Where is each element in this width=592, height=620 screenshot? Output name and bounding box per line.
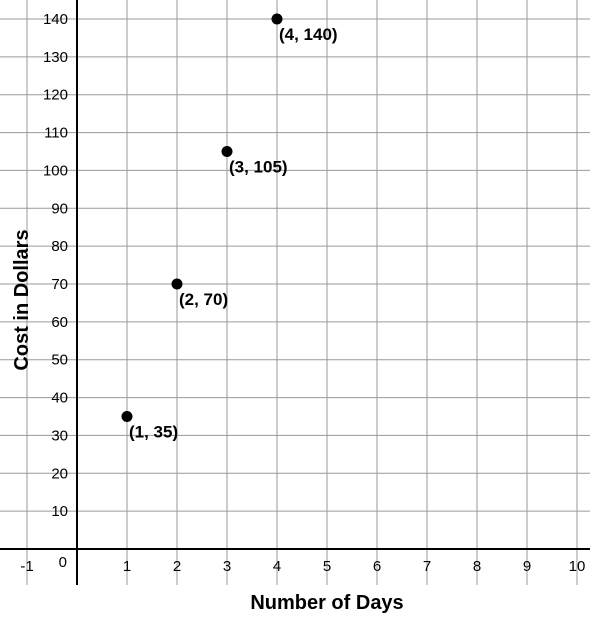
x-axis-title: Number of Days: [250, 592, 403, 614]
data-point: [221, 146, 233, 157]
x-tick-label: 10: [569, 558, 586, 575]
y-tick-label: 130: [43, 49, 68, 66]
y-tick-label: 140: [43, 11, 68, 28]
y-tick-labels: 10 20 30 40 50 60 70 80 90 100 110 120 130 140: [43, 11, 68, 520]
data-point-label: (1, 35): [129, 423, 178, 442]
y-axis-title: Cost in Dollars: [11, 229, 33, 370]
y-tick-label: 50: [51, 352, 68, 369]
y-tick-label: 90: [51, 200, 68, 217]
axes: [0, 0, 590, 585]
data-point-label: (3, 105): [229, 158, 288, 177]
y-tick-label: 100: [43, 162, 68, 179]
data-point-label: (2, 70): [179, 290, 228, 309]
grid: [0, 0, 590, 585]
x-tick-label: 0: [59, 554, 67, 571]
data-point: [271, 13, 283, 25]
y-tick-label: 20: [51, 465, 68, 482]
data-points: (1, 35) (2, 70) (3, 105) (4, 140): [121, 13, 338, 442]
x-tick-label: 7: [423, 558, 431, 575]
x-tick-label: 4: [273, 558, 281, 575]
x-tick-label: 6: [373, 558, 381, 575]
x-tick-labels: -1 0 1 2 3 4 5 6 7 8 9 10: [20, 554, 585, 575]
x-tick-label: 2: [173, 558, 181, 575]
x-tick-label: 8: [473, 558, 481, 575]
x-tick-label: 5: [323, 558, 331, 575]
y-tick-label: 10: [51, 503, 68, 520]
x-tick-label: 1: [123, 558, 131, 575]
y-tick-label: 30: [51, 427, 68, 444]
data-point-label: (4, 140): [279, 25, 338, 44]
y-tick-label: 60: [51, 314, 68, 331]
y-tick-label: 110: [44, 125, 68, 142]
y-tick-label: 80: [51, 238, 68, 255]
y-tick-label: 120: [43, 87, 68, 104]
x-tick-label: 9: [523, 558, 531, 575]
data-point: [121, 411, 133, 422]
data-point: [171, 278, 183, 290]
y-tick-label: 40: [51, 390, 68, 407]
y-tick-label: 70: [51, 276, 68, 293]
x-tick-label: 3: [223, 558, 231, 575]
x-tick-label: -1: [20, 558, 33, 575]
